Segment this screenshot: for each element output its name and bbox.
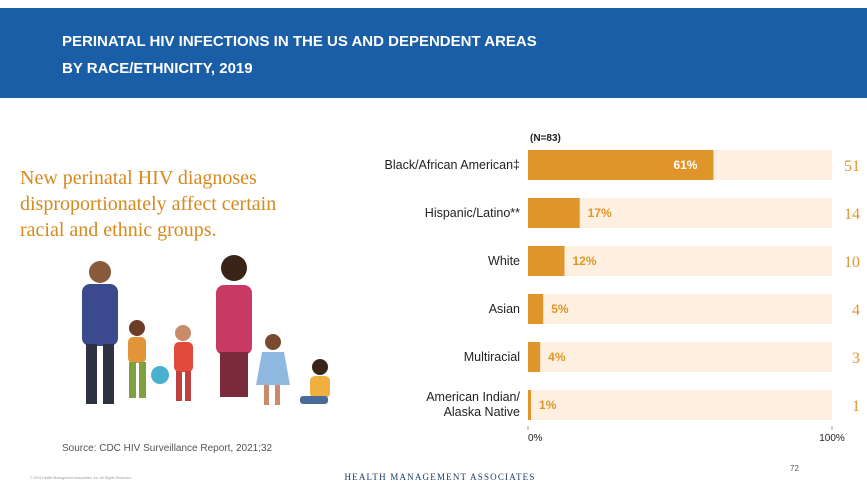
bar (528, 198, 580, 228)
x-tick-label: 100% (819, 433, 845, 444)
value-label: 61% (673, 158, 697, 172)
bar (528, 390, 532, 420)
copyright: © 2024 Health Management Associates, Inc… (30, 476, 132, 480)
page-number: 72 (790, 464, 799, 473)
callout-line: disproportionately affect certain (20, 193, 276, 215)
category-label: Multiracial (463, 349, 520, 364)
category-label: Asian (488, 301, 520, 316)
count-label: 10 (844, 254, 860, 271)
category-label: Hispanic/Latino** (424, 205, 520, 220)
bar (528, 294, 544, 324)
title-line: BY RACE/ETHNICITY, 2019 (62, 60, 253, 77)
family-illustration (82, 255, 330, 405)
x-tick-label: 0% (528, 433, 543, 444)
category-label: American Indian/ Alaska Native (426, 390, 520, 419)
bar-track (528, 294, 832, 324)
count-label: 3 (852, 350, 860, 367)
category-label: Black/African American‡ (384, 157, 520, 172)
value-label: 5% (551, 302, 569, 316)
bar (528, 246, 565, 276)
value-label: 17% (588, 206, 612, 220)
value-label: 12% (572, 254, 596, 268)
count-label: 4 (852, 302, 860, 319)
chart-note: (N=83) (530, 133, 561, 144)
bar (528, 150, 714, 180)
callout-line: New perinatal HIV diagnoses (20, 167, 257, 189)
callout-line: racial and ethnic groups. (20, 219, 217, 241)
bar-track (528, 246, 832, 276)
value-label: 1% (539, 398, 557, 412)
category-label: White (488, 253, 520, 268)
value-label: 4% (548, 350, 566, 364)
count-label: 51 (844, 158, 860, 175)
header-band (0, 8, 867, 98)
title-line: PERINATAL HIV INFECTIONS IN THE US AND D… (62, 33, 537, 50)
bar (528, 342, 541, 372)
bar-track (528, 390, 832, 420)
source-note: Source: CDC HIV Surveillance Report, 202… (62, 443, 273, 454)
brand: Health Management Associates (344, 472, 535, 482)
count-label: 14 (844, 206, 860, 223)
count-label: 1 (852, 398, 860, 415)
bar-track (528, 342, 832, 372)
